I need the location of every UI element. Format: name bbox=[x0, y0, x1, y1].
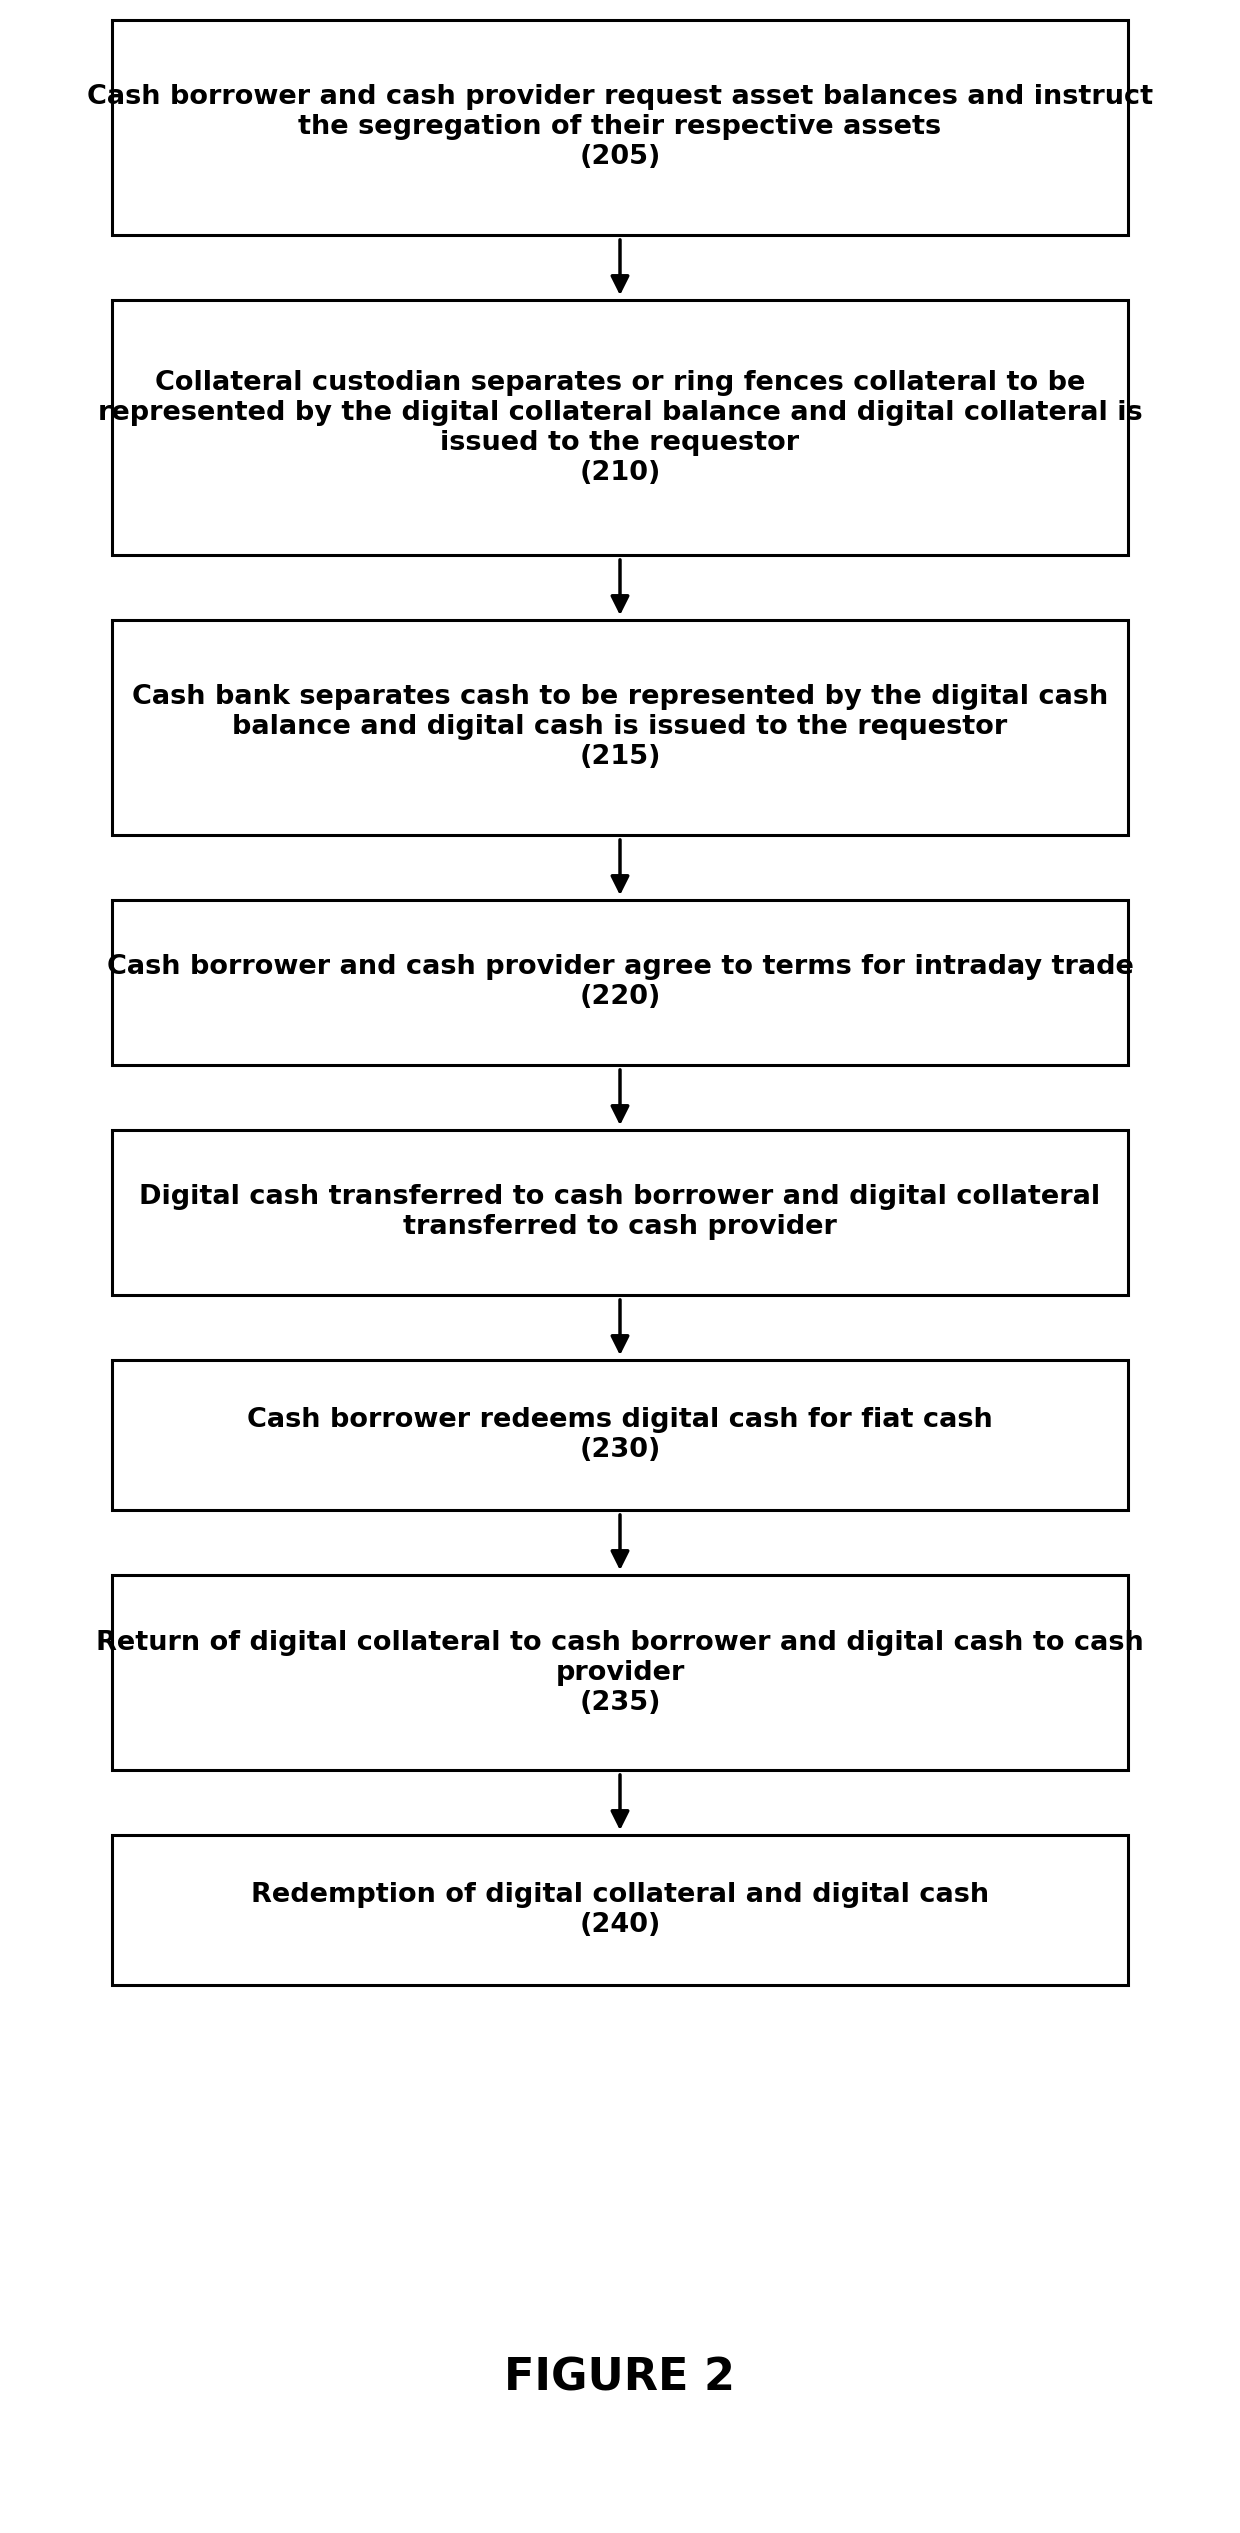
Bar bbox=[112, 1834, 1128, 1986]
Bar bbox=[112, 1130, 1128, 1294]
Text: Cash borrower and cash provider request asset balances and instruct
the segregat: Cash borrower and cash provider request … bbox=[87, 84, 1153, 170]
Bar bbox=[112, 299, 1128, 555]
Text: Cash borrower redeems digital cash for fiat cash
(230): Cash borrower redeems digital cash for f… bbox=[247, 1406, 993, 1464]
Text: Collateral custodian separates or ring fences collateral to be
represented by th: Collateral custodian separates or ring f… bbox=[98, 370, 1142, 486]
Bar bbox=[112, 621, 1128, 836]
Bar bbox=[112, 20, 1128, 236]
Text: Cash borrower and cash provider agree to terms for intraday trade
(220): Cash borrower and cash provider agree to… bbox=[107, 955, 1133, 1011]
Text: Cash bank separates cash to be represented by the digital cash
balance and digit: Cash bank separates cash to be represent… bbox=[131, 684, 1109, 770]
Text: FIGURE 2: FIGURE 2 bbox=[505, 2356, 735, 2399]
Bar bbox=[112, 1576, 1128, 1771]
Text: Digital cash transferred to cash borrower and digital collateral
transferred to : Digital cash transferred to cash borrowe… bbox=[139, 1185, 1101, 1241]
Bar bbox=[112, 1360, 1128, 1510]
Bar bbox=[112, 899, 1128, 1064]
Text: Return of digital collateral to cash borrower and digital cash to cash
provider
: Return of digital collateral to cash bor… bbox=[97, 1629, 1143, 1715]
Text: Redemption of digital collateral and digital cash
(240): Redemption of digital collateral and dig… bbox=[250, 1882, 990, 1938]
